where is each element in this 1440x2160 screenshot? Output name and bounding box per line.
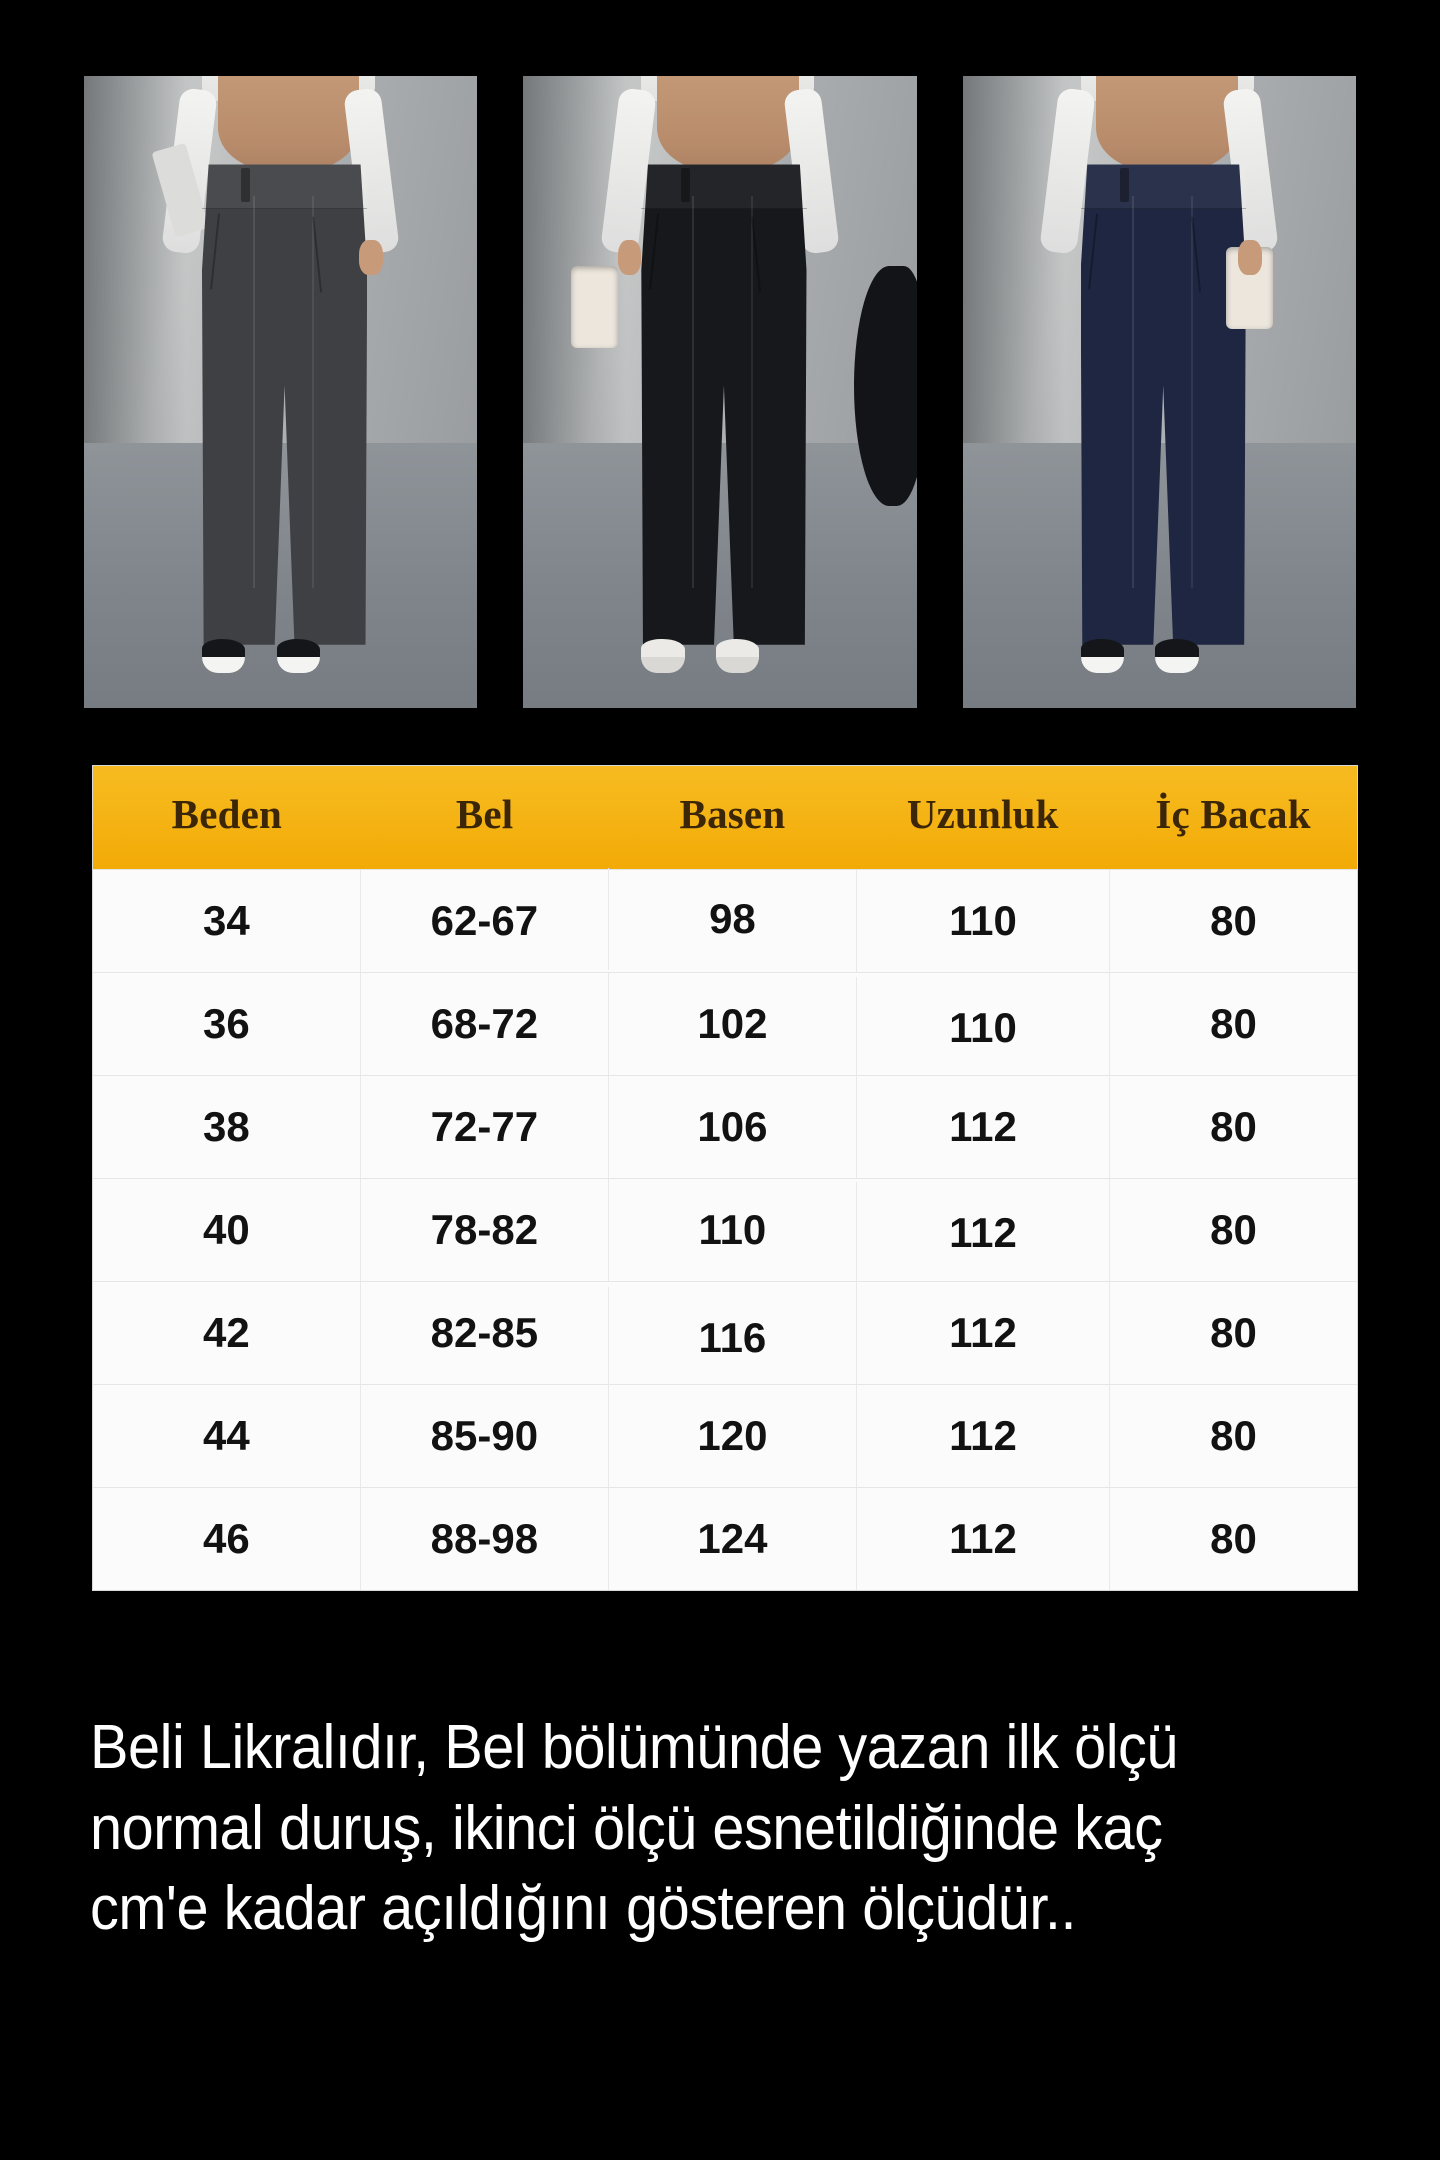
size-chart: Beden Bel Basen Uzunluk İç Bacak 34 62-6… bbox=[92, 765, 1358, 1591]
cell-ic-bacak: 80 bbox=[1108, 1282, 1357, 1384]
front-pleat-left bbox=[253, 196, 256, 588]
wall-shadow bbox=[84, 76, 187, 481]
cell-ic-bacak: 80 bbox=[1108, 1385, 1357, 1487]
cell-basen: 106 bbox=[607, 1076, 856, 1178]
model-torso bbox=[1096, 76, 1238, 171]
column-header-bel: Bel bbox=[455, 791, 514, 837]
cell-basen: 120 bbox=[607, 1385, 856, 1487]
cell-beden: 34 bbox=[203, 897, 250, 944]
table-row: 42 82-85 116 112 80 bbox=[93, 1281, 1357, 1389]
cell-uzunluk: 112 bbox=[855, 1385, 1109, 1487]
size-chart-header-row: Beden Bel Basen Uzunluk İç Bacak bbox=[93, 766, 1357, 869]
table-row: 36 68-72 102 110 80 bbox=[93, 972, 1357, 1079]
model-torso bbox=[657, 76, 799, 171]
model-right-hand bbox=[1238, 240, 1262, 276]
product-photo-navy[interactable] bbox=[962, 76, 1356, 708]
sneaker-left bbox=[641, 638, 685, 674]
cell-bel: 62-67 bbox=[359, 870, 608, 972]
cell-ic-bacak: 80 bbox=[1108, 1076, 1357, 1178]
sneaker-right bbox=[716, 638, 760, 674]
belt-loop bbox=[241, 167, 251, 203]
quilted-clutch-bag bbox=[570, 265, 618, 348]
front-pleat-left bbox=[1131, 196, 1134, 588]
cell-bel: 78-82 bbox=[359, 1179, 608, 1281]
cell-uzunluk: 110 bbox=[855, 870, 1109, 972]
cell-bel: 72-77 bbox=[359, 1076, 608, 1178]
cell-bel: 85-90 bbox=[359, 1385, 608, 1487]
cell-uzunluk: 112 bbox=[855, 1182, 1109, 1284]
product-photo-black[interactable] bbox=[523, 76, 917, 708]
wall-shadow bbox=[962, 76, 1065, 481]
cell-beden: 46 bbox=[203, 1515, 250, 1562]
cell-beden: 38 bbox=[203, 1103, 250, 1150]
table-row: 34 62-67 98 110 80 bbox=[93, 868, 1357, 972]
lycra-waist-note: Beli Likralıdır, Bel bölümünde yazan ilk… bbox=[90, 1713, 1179, 1944]
front-pleat-left bbox=[692, 196, 695, 588]
model-torso bbox=[217, 76, 360, 171]
waistband bbox=[641, 164, 807, 209]
cell-uzunluk: 112 bbox=[855, 1282, 1109, 1384]
sneaker-right bbox=[1155, 638, 1199, 674]
table-row: 44 85-90 120 112 80 bbox=[93, 1384, 1357, 1487]
cell-ic-bacak: 80 bbox=[1108, 1179, 1357, 1281]
table-row: 46 88-98 124 112 80 bbox=[93, 1487, 1357, 1590]
waistband bbox=[201, 164, 368, 209]
front-pleat-right bbox=[1190, 196, 1193, 588]
cell-ic-bacak: 80 bbox=[1108, 870, 1357, 972]
cell-basen: 124 bbox=[607, 1488, 856, 1590]
cell-uzunluk: 110 bbox=[855, 977, 1109, 1079]
column-header-uzunluk: Uzunluk bbox=[906, 791, 1059, 837]
cell-uzunluk: 112 bbox=[855, 1488, 1109, 1590]
waistband bbox=[1080, 164, 1246, 209]
sneaker-left bbox=[201, 638, 246, 674]
cell-beden: 40 bbox=[203, 1206, 250, 1253]
cell-basen: 110 bbox=[607, 1179, 856, 1281]
product-photo-charcoal[interactable] bbox=[84, 76, 478, 708]
cell-bel: 82-85 bbox=[359, 1282, 608, 1384]
cell-bel: 68-72 bbox=[359, 973, 608, 1075]
belt-loop bbox=[1119, 167, 1129, 203]
dark-cushion bbox=[853, 265, 917, 506]
cell-basen: 98 bbox=[607, 868, 856, 970]
cell-basen: 116 bbox=[607, 1287, 856, 1389]
model-right-hand bbox=[359, 240, 383, 276]
sneaker-right bbox=[276, 638, 320, 674]
cell-beden: 36 bbox=[203, 1000, 250, 1047]
table-row: 40 78-82 110 112 80 bbox=[93, 1178, 1357, 1284]
table-row: 38 72-77 106 112 80 bbox=[93, 1075, 1357, 1178]
cell-beden: 42 bbox=[203, 1309, 250, 1356]
cell-bel: 88-98 bbox=[359, 1488, 608, 1590]
cell-ic-bacak: 80 bbox=[1108, 1488, 1357, 1590]
belt-loop bbox=[680, 167, 690, 203]
cell-beden: 44 bbox=[203, 1412, 250, 1459]
column-header-basen: Basen bbox=[679, 791, 786, 837]
cell-ic-bacak: 80 bbox=[1108, 973, 1357, 1075]
cell-basen: 102 bbox=[607, 973, 856, 1075]
sneaker-left bbox=[1080, 638, 1124, 674]
front-pleat-right bbox=[312, 196, 315, 588]
product-photo-gallery bbox=[84, 76, 1356, 708]
model-left-hand bbox=[617, 240, 642, 276]
column-header-beden: Beden bbox=[171, 791, 283, 837]
column-header-ic-bacak: İç Bacak bbox=[1155, 791, 1311, 837]
cell-uzunluk: 112 bbox=[855, 1076, 1109, 1178]
front-pleat-right bbox=[751, 196, 754, 588]
